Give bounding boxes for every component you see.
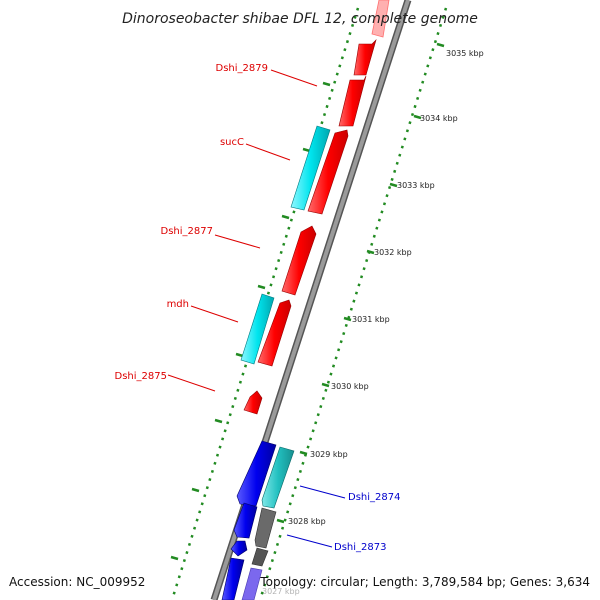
tick-label-3028: 3028 kbp: [288, 517, 326, 526]
gene-label-dshi-2877[interactable]: Dshi_2877: [161, 226, 213, 237]
gene-arrow-mdh[interactable]: [240, 293, 275, 365]
inner-scale-dots: [170, 7, 360, 600]
forward-strand-genes: [240, 0, 390, 415]
tick-label-3033: 3033 kbp: [397, 181, 435, 190]
gene-arrow-red-mdh-partner[interactable]: [257, 299, 292, 367]
outer-scale-track: [258, 7, 448, 600]
gene-arrow-lavender-bottom[interactable]: [241, 567, 263, 600]
gene-arrow-teal-2874[interactable]: [261, 446, 295, 509]
gene-arrow-dshi-2877[interactable]: [281, 225, 317, 296]
gene-arrow-blue-small[interactable]: [230, 540, 248, 557]
gene-label-dshi-2875[interactable]: Dshi_2875: [115, 371, 167, 382]
outer-scale-dots: [258, 7, 448, 600]
topology-text: Topology: circular; Length: 3,789,584 bp…: [259, 575, 590, 589]
tick-label-3035: 3035 kbp: [446, 49, 484, 58]
gene-label-dshi-2879[interactable]: Dshi_2879: [216, 63, 268, 74]
gene-label-mdh[interactable]: mdh: [167, 299, 189, 310]
gene-arrow-blue-bottom[interactable]: [221, 557, 245, 600]
tick-label-3034: 3034 kbp: [420, 114, 458, 123]
genome-title: Dinoroseobacter shibae DFL 12, complete …: [122, 11, 478, 27]
gene-arrow-dshi-2875[interactable]: [243, 390, 263, 415]
outer-major-ticks: [276, 42, 445, 524]
gene-arrow-red-top[interactable]: [353, 38, 377, 76]
tick-label-3030: 3030 kbp: [331, 382, 369, 391]
tick-label-3029: 3029 kbp: [310, 450, 348, 459]
gene-label-succ[interactable]: sucC: [220, 137, 244, 148]
inner-major-ticks: [170, 81, 331, 561]
gene-partial-top[interactable]: [371, 0, 390, 38]
gene-arrow-grey-2873[interactable]: [254, 507, 277, 549]
gene-arrow-red-succ-partner[interactable]: [307, 129, 349, 215]
tick-label-3031: 3031 kbp: [352, 315, 390, 324]
tick-label-3027: 3027 kbp: [262, 587, 300, 596]
gene-arrow-grey-small[interactable]: [251, 547, 269, 567]
reverse-strand-genes: [221, 440, 295, 600]
gene-labels: Dshi_2879 sucC Dshi_2877 mdh Dshi_2875 D…: [115, 63, 401, 553]
label-leader-lines: [167, 69, 346, 548]
gene-label-dshi-2874[interactable]: Dshi_2874: [348, 492, 400, 503]
inner-scale-track: [170, 7, 360, 600]
gene-arrow-dshi-2879[interactable]: [338, 75, 367, 127]
gene-arrow-dshi-2873[interactable]: [233, 502, 258, 539]
accession-text: Accession: NC_009952: [9, 575, 145, 589]
gene-arrow-succ[interactable]: [290, 125, 331, 211]
scale-tick-labels: 3035 kbp 3034 kbp 3033 kbp 3032 kbp 3031…: [262, 49, 484, 596]
gene-label-dshi-2873[interactable]: Dshi_2873: [334, 542, 386, 553]
tick-label-3032: 3032 kbp: [374, 248, 412, 257]
